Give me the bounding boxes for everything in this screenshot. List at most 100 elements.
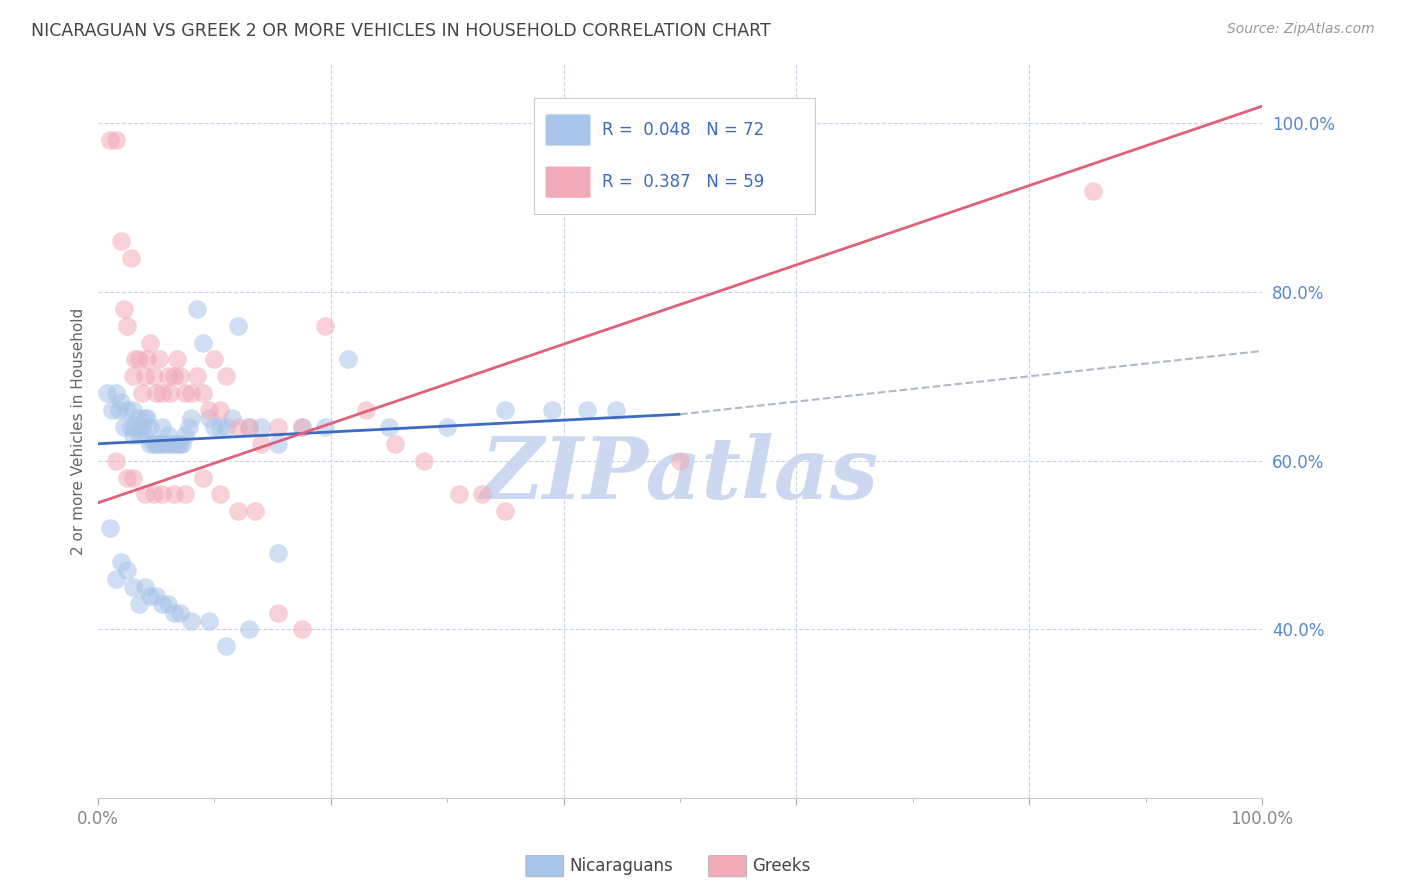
FancyBboxPatch shape (546, 167, 591, 198)
Point (145, 436, 167, 450)
Point (250, 420, 273, 434)
Point (1083, 184, 1105, 198)
Point (145, 589, 167, 603)
Point (163, 606, 186, 620)
Point (605, 403, 627, 417)
Point (267, 546, 290, 560)
Point (104, 133, 127, 147)
Point (267, 606, 290, 620)
Point (112, 420, 135, 434)
Point (139, 420, 162, 434)
Point (148, 352, 170, 367)
Point (238, 420, 260, 434)
Point (96, 386, 118, 401)
Point (128, 597, 150, 611)
Text: R =  0.048   N = 72: R = 0.048 N = 72 (602, 121, 763, 139)
Point (215, 640, 238, 654)
Point (134, 411, 156, 425)
Point (215, 420, 238, 434)
Point (209, 487, 232, 501)
Point (108, 403, 131, 417)
Point (197, 403, 219, 417)
Point (226, 318, 249, 333)
Point (98, 521, 121, 535)
Point (494, 504, 516, 518)
Point (291, 420, 314, 434)
Point (226, 504, 249, 518)
Y-axis label: 2 or more Vehicles in Household: 2 or more Vehicles in Household (72, 308, 86, 555)
Point (134, 580, 156, 594)
Point (174, 487, 197, 501)
Point (148, 436, 170, 450)
Point (291, 623, 314, 637)
Point (124, 420, 146, 434)
Point (314, 318, 336, 333)
Point (575, 403, 598, 417)
Point (115, 563, 138, 577)
Point (110, 555, 132, 569)
Point (134, 487, 156, 501)
Point (267, 420, 290, 434)
Point (155, 436, 177, 450)
Point (104, 386, 127, 401)
Point (142, 436, 165, 450)
Point (197, 411, 219, 425)
Point (104, 572, 127, 586)
Point (378, 420, 401, 434)
Point (267, 436, 290, 450)
Point (150, 487, 173, 501)
Point (436, 420, 458, 434)
Point (291, 420, 314, 434)
Point (169, 436, 191, 450)
Point (120, 420, 142, 434)
Point (156, 597, 179, 611)
Point (180, 411, 202, 425)
Point (337, 352, 360, 367)
Point (250, 436, 273, 450)
Point (191, 470, 214, 484)
Point (122, 428, 145, 442)
Point (191, 335, 214, 350)
Point (142, 487, 165, 501)
Point (145, 386, 167, 401)
Point (209, 403, 232, 417)
Point (110, 234, 132, 248)
Point (177, 420, 200, 434)
Point (139, 335, 162, 350)
Point (669, 453, 692, 467)
Point (128, 428, 150, 442)
Point (124, 352, 146, 367)
Point (131, 420, 153, 434)
Point (209, 420, 232, 434)
Point (156, 369, 179, 384)
Point (136, 352, 159, 367)
Point (174, 386, 197, 401)
Point (169, 606, 191, 620)
Point (243, 504, 266, 518)
Point (122, 403, 145, 417)
Point (494, 403, 516, 417)
Point (204, 352, 226, 367)
Point (128, 411, 150, 425)
Point (163, 487, 186, 501)
Point (159, 386, 181, 401)
Point (115, 470, 138, 484)
Point (150, 436, 173, 450)
Text: R =  0.387   N = 59: R = 0.387 N = 59 (602, 173, 763, 191)
Point (215, 369, 238, 384)
Point (110, 394, 132, 409)
Point (191, 386, 214, 401)
Point (447, 487, 470, 501)
Point (238, 420, 260, 434)
Point (314, 420, 336, 434)
Point (186, 369, 208, 384)
Text: ZIPatlas: ZIPatlas (481, 434, 879, 516)
Point (166, 436, 188, 450)
Point (98, 133, 121, 147)
Point (115, 318, 138, 333)
Point (221, 411, 243, 425)
Point (115, 403, 138, 417)
Point (139, 589, 162, 603)
Point (541, 403, 564, 417)
Point (413, 453, 436, 467)
